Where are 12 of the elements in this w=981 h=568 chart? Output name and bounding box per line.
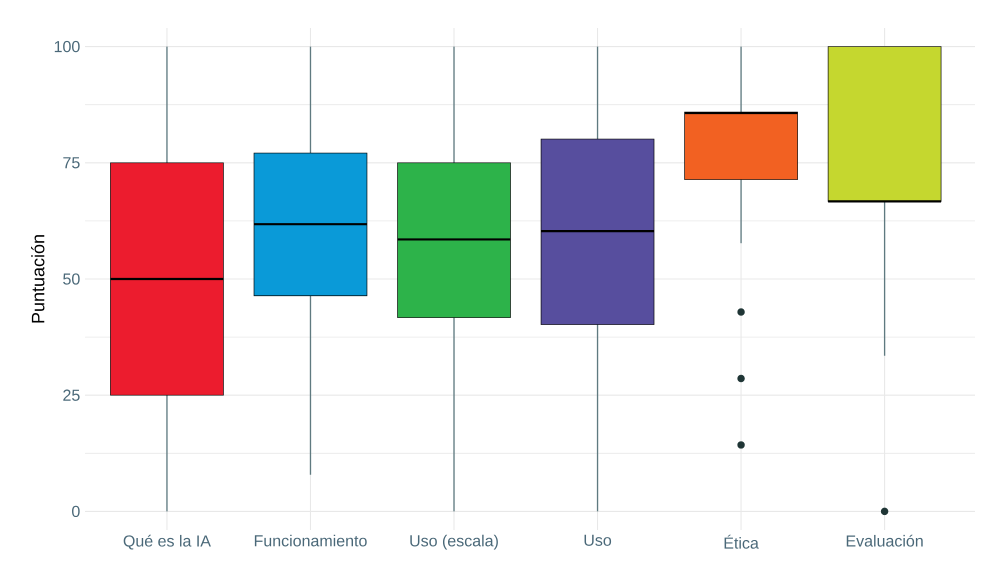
y-tick-label: 100: [54, 40, 80, 52]
x-tick-label: Funcionamiento: [254, 534, 367, 546]
x-tick-label: Qué es la IA: [124, 534, 211, 550]
x-tick-label: Uso: [584, 534, 612, 546]
x-tick-label: Ética: [724, 534, 759, 549]
y-tick-label: 0: [72, 506, 80, 518]
y-tick-label: 50: [63, 273, 80, 285]
y-tick-label: 75: [63, 157, 80, 168]
x-tick-label: Uso (escala): [410, 534, 498, 550]
x-tick-label: Evaluación: [846, 534, 923, 547]
y-tick-label: 25: [63, 390, 80, 401]
y-axis-title: Puntuación: [31, 235, 44, 323]
